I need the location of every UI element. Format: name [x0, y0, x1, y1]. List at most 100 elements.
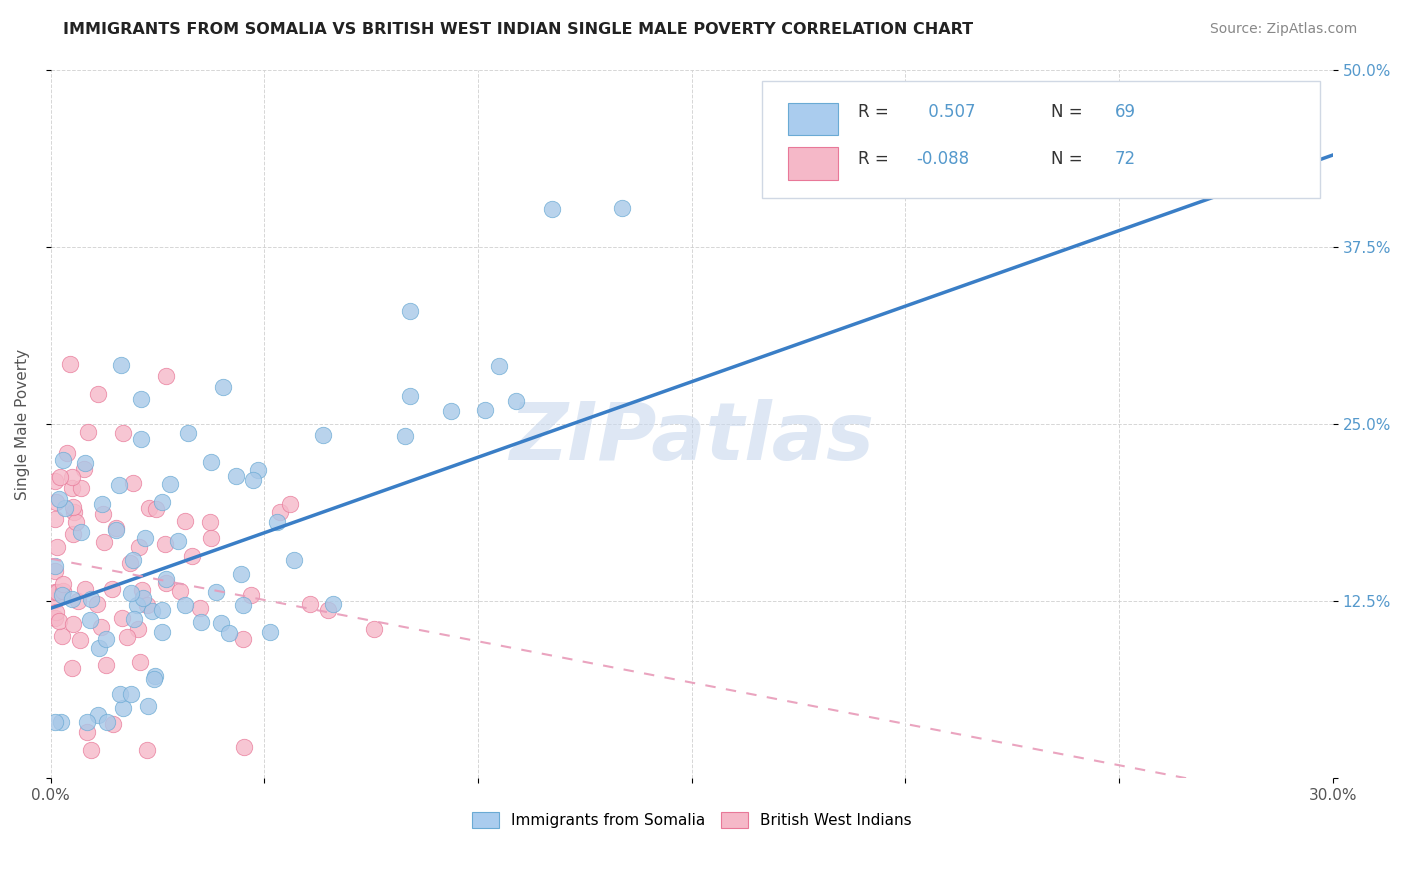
Point — [53, 501, 76, 516]
Text: ZIPatlas: ZIPatlas — [509, 400, 875, 477]
Point — [218, 626, 240, 640]
Point — [56, 445, 79, 459]
Point — [62, 505, 84, 519]
Point — [173, 514, 195, 528]
Point — [143, 669, 166, 683]
Point — [177, 426, 200, 441]
Point — [198, 515, 221, 529]
Point — [205, 585, 228, 599]
Point — [153, 537, 176, 551]
Point — [122, 553, 145, 567]
Text: 72: 72 — [1115, 150, 1136, 168]
Point — [44, 564, 66, 578]
Point — [269, 505, 291, 519]
Point — [103, 717, 125, 731]
Point — [232, 598, 254, 612]
Point — [52, 583, 75, 598]
Point — [127, 622, 149, 636]
Y-axis label: Single Male Poverty: Single Male Poverty — [15, 349, 30, 500]
Point — [90, 619, 112, 633]
Point — [135, 743, 157, 757]
Point — [90, 497, 112, 511]
Point — [76, 724, 98, 739]
Point — [266, 515, 288, 529]
Point — [134, 531, 156, 545]
Point — [51, 588, 73, 602]
Point — [232, 739, 254, 754]
Point — [150, 603, 173, 617]
Point — [44, 475, 66, 489]
Point — [101, 582, 124, 596]
Point — [45, 540, 67, 554]
Point — [117, 630, 139, 644]
Point — [150, 495, 173, 509]
Text: 0.507: 0.507 — [922, 103, 974, 121]
Point — [135, 598, 157, 612]
Point — [44, 558, 66, 573]
Point — [48, 492, 70, 507]
Point — [505, 394, 527, 409]
Point — [131, 583, 153, 598]
Point — [299, 597, 322, 611]
Point — [128, 540, 150, 554]
Point — [190, 615, 212, 629]
Point — [45, 605, 67, 619]
Point — [48, 614, 70, 628]
Point — [488, 359, 510, 374]
Point — [49, 714, 72, 729]
Point — [73, 462, 96, 476]
Point — [94, 658, 117, 673]
Point — [229, 567, 252, 582]
Point — [48, 470, 70, 484]
Point — [200, 455, 222, 469]
Point — [145, 501, 167, 516]
Point — [118, 557, 141, 571]
Point — [141, 604, 163, 618]
Text: -0.088: -0.088 — [917, 150, 969, 168]
Point — [60, 661, 83, 675]
Point — [65, 515, 87, 529]
Point — [150, 625, 173, 640]
Point — [155, 572, 177, 586]
Point — [75, 457, 97, 471]
Point — [211, 380, 233, 394]
Point — [225, 468, 247, 483]
Point — [129, 392, 152, 406]
Point — [96, 714, 118, 729]
Point — [120, 687, 142, 701]
Point — [76, 714, 98, 729]
Point — [89, 640, 111, 655]
Point — [322, 597, 344, 611]
Point — [169, 584, 191, 599]
Point — [120, 586, 142, 600]
Point — [73, 582, 96, 596]
Point — [111, 611, 134, 625]
Point — [45, 494, 67, 508]
Point — [76, 425, 98, 440]
Point — [93, 534, 115, 549]
Point — [62, 617, 84, 632]
Point — [62, 527, 84, 541]
Point — [59, 357, 82, 371]
Point — [44, 593, 66, 607]
Point — [174, 599, 197, 613]
Point — [136, 699, 159, 714]
Point — [44, 611, 66, 625]
Point — [129, 655, 152, 669]
Point — [143, 672, 166, 686]
Point — [87, 387, 110, 401]
Text: N =: N = — [1050, 150, 1088, 168]
Point — [111, 701, 134, 715]
Point — [69, 525, 91, 540]
Point — [440, 403, 463, 417]
Point — [240, 588, 263, 602]
Point — [44, 512, 66, 526]
Point — [232, 632, 254, 646]
FancyBboxPatch shape — [787, 147, 838, 180]
Point — [363, 622, 385, 636]
Text: IMMIGRANTS FROM SOMALIA VS BRITISH WEST INDIAN SINGLE MALE POVERTY CORRELATION C: IMMIGRANTS FROM SOMALIA VS BRITISH WEST … — [63, 22, 973, 37]
Point — [200, 531, 222, 545]
Point — [247, 463, 270, 477]
Point — [242, 473, 264, 487]
Point — [69, 632, 91, 647]
